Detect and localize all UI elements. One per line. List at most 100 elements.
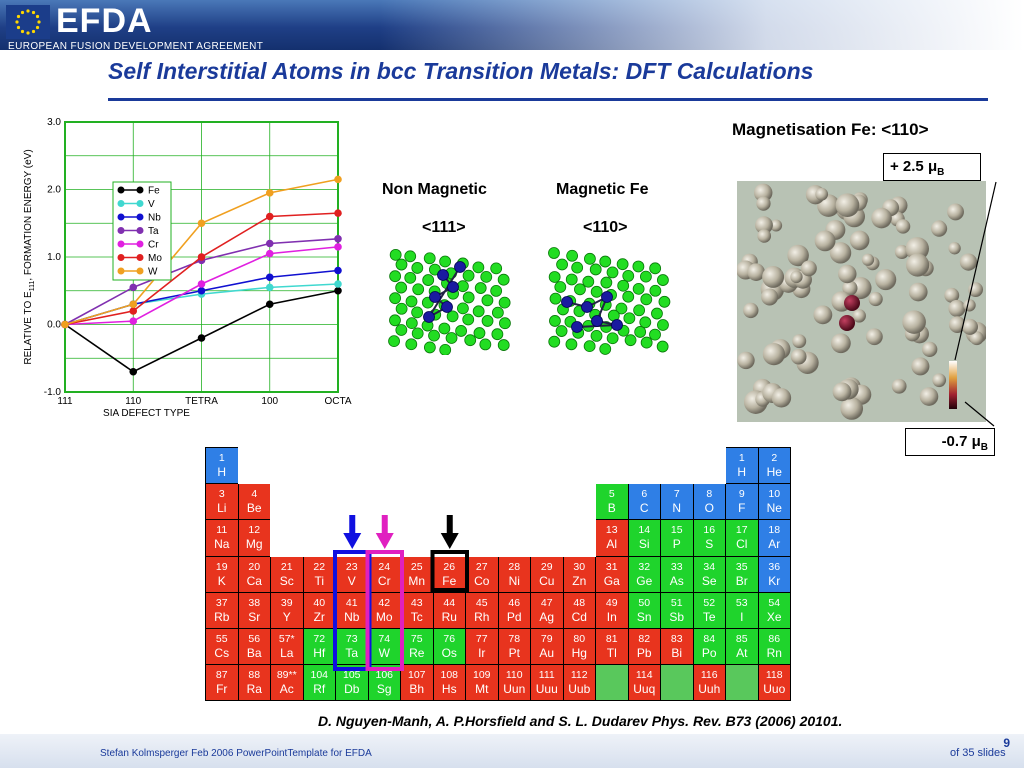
atom bbox=[548, 335, 561, 348]
data-point-nb bbox=[334, 266, 342, 275]
element-symbol: Mn bbox=[408, 573, 426, 588]
data-point-v bbox=[265, 283, 274, 292]
element-symbol: Uuu bbox=[535, 682, 558, 697]
element-symbol: K bbox=[217, 573, 226, 588]
element-symbol: Hf bbox=[313, 646, 326, 660]
atom bbox=[599, 255, 612, 268]
element-number: 45 bbox=[475, 596, 488, 609]
element-number: 104 bbox=[310, 669, 329, 682]
atom bbox=[439, 255, 452, 268]
element-number: 23 bbox=[345, 560, 358, 573]
atom bbox=[574, 283, 586, 296]
element-symbol: As bbox=[669, 573, 684, 588]
element-number: 33 bbox=[670, 560, 683, 573]
element-cell: 28 Ni bbox=[498, 556, 530, 592]
atom bbox=[657, 319, 669, 331]
element-number: 16 bbox=[703, 524, 716, 537]
element-symbol: Bh bbox=[409, 682, 425, 697]
element-symbol: Db bbox=[344, 682, 360, 697]
element-number: 83 bbox=[670, 633, 683, 645]
element-number: 77 bbox=[475, 633, 488, 645]
element-cell: 77 Ir bbox=[466, 629, 498, 665]
element-cell: 50 Sn bbox=[628, 592, 660, 628]
element-cell: 112 Uub bbox=[563, 665, 595, 701]
atom bbox=[632, 260, 645, 273]
legend-label: W bbox=[148, 267, 158, 278]
atom bbox=[622, 269, 635, 282]
element-number: 79 bbox=[540, 633, 553, 645]
element-number: 56 bbox=[248, 633, 261, 645]
element-number: 47 bbox=[540, 596, 553, 609]
element-number: 30 bbox=[573, 560, 586, 573]
data-point-mo bbox=[334, 209, 342, 217]
element-number: 57* bbox=[278, 633, 295, 645]
element-cell: 38 Sr bbox=[238, 592, 270, 628]
atom bbox=[462, 313, 475, 326]
arrow-down-icon bbox=[343, 533, 362, 549]
fe-atom bbox=[787, 244, 809, 267]
element-symbol: Y bbox=[282, 609, 291, 624]
data-point-nb bbox=[197, 286, 206, 295]
fe-atom bbox=[919, 387, 939, 406]
fe-atom bbox=[800, 260, 817, 277]
atom bbox=[658, 295, 671, 308]
element-symbol: Uuo bbox=[763, 682, 786, 697]
atom bbox=[389, 248, 402, 261]
element-number: 44 bbox=[443, 596, 456, 609]
atom bbox=[395, 258, 408, 271]
fe-atom bbox=[840, 397, 864, 420]
fe-atom bbox=[755, 216, 773, 235]
element-symbol: Xe bbox=[766, 609, 782, 624]
atom bbox=[589, 263, 602, 276]
atom bbox=[649, 262, 662, 275]
element-symbol: Fe bbox=[442, 573, 457, 588]
element-symbol: Cu bbox=[539, 573, 555, 588]
fe-atom bbox=[792, 334, 807, 349]
fe-atom bbox=[905, 237, 929, 261]
element-number: 41 bbox=[345, 596, 358, 609]
element-symbol: Ne bbox=[766, 501, 782, 516]
element-symbol: Ir bbox=[478, 646, 486, 660]
element-symbol: Te bbox=[702, 609, 716, 624]
element-cell: 118 Uuo bbox=[758, 665, 790, 701]
atom bbox=[565, 338, 578, 351]
element-symbol: F bbox=[738, 501, 746, 516]
interstitial-atom bbox=[601, 291, 613, 303]
element-symbol: La bbox=[280, 646, 294, 660]
flag-star bbox=[20, 10, 25, 15]
element-cell: 32 Ge bbox=[628, 556, 660, 592]
atom bbox=[497, 273, 510, 286]
data-point-ta bbox=[334, 234, 342, 243]
fe-atom bbox=[875, 269, 897, 291]
fe-atom bbox=[866, 328, 883, 346]
element-number: 15 bbox=[670, 524, 683, 537]
fe-atom bbox=[771, 388, 792, 408]
element-cell: 80 Hg bbox=[563, 629, 595, 665]
element-cell: 73 Ta bbox=[336, 629, 368, 665]
element-symbol: Na bbox=[214, 537, 230, 552]
flag-star bbox=[26, 9, 30, 13]
element-cell: 114 Uuq bbox=[628, 665, 660, 701]
atom bbox=[462, 291, 475, 304]
legend-label: Cr bbox=[148, 240, 159, 251]
element-symbol: P bbox=[672, 537, 681, 552]
atom bbox=[481, 315, 494, 327]
fe-atom bbox=[838, 264, 857, 284]
element-number: 37 bbox=[215, 596, 228, 609]
data-point-fe bbox=[129, 367, 138, 376]
group-6-highlight bbox=[365, 550, 404, 671]
element-cell: 51 Sb bbox=[661, 592, 693, 628]
fe-atom bbox=[895, 219, 911, 234]
element-number: 110 bbox=[505, 669, 523, 682]
arrow-down-icon bbox=[446, 515, 453, 535]
atom bbox=[395, 281, 408, 294]
atom bbox=[590, 285, 603, 298]
legend-marker bbox=[117, 200, 125, 207]
element-cell: 26 Fe bbox=[433, 556, 465, 592]
element-cell: 19 K bbox=[206, 556, 238, 592]
fe-atom bbox=[931, 220, 948, 237]
y-axis-label: RELATIVE TO E111, FORMATION ENERGY (eV) bbox=[23, 149, 36, 364]
element-cell: 76 Os bbox=[433, 629, 465, 665]
